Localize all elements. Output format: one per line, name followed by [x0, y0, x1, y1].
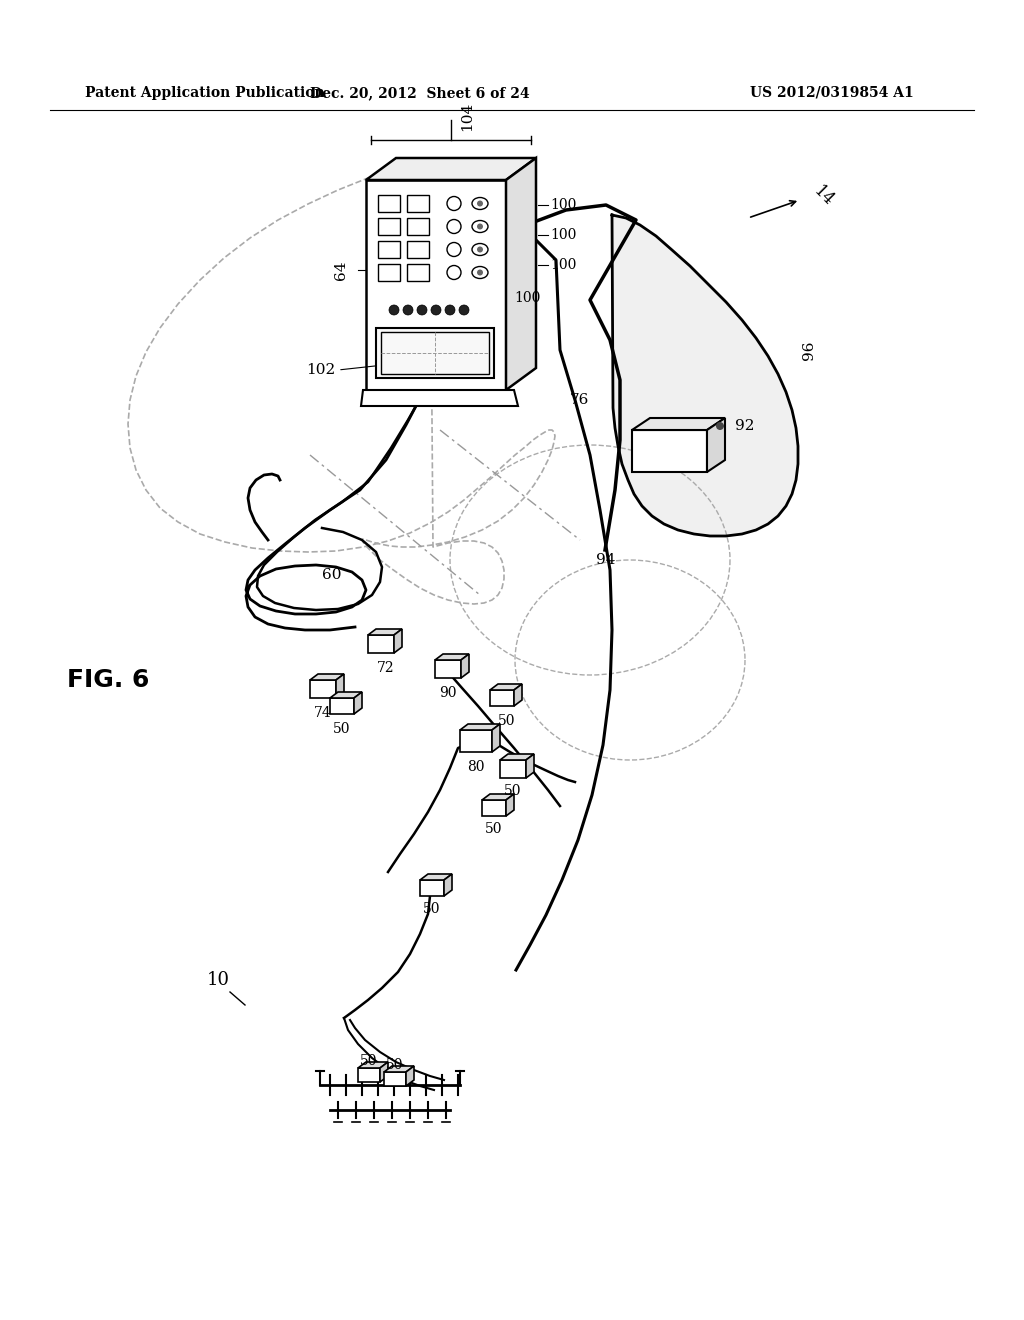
Text: 50: 50: [333, 722, 351, 737]
Text: 50: 50: [504, 784, 522, 799]
Text: 50: 50: [499, 714, 516, 729]
Text: US 2012/0319854 A1: US 2012/0319854 A1: [750, 86, 913, 100]
Polygon shape: [358, 1063, 388, 1068]
Circle shape: [445, 305, 455, 315]
Polygon shape: [514, 684, 522, 706]
Text: 104: 104: [460, 102, 474, 131]
Polygon shape: [707, 418, 725, 473]
Polygon shape: [500, 760, 526, 777]
Polygon shape: [492, 723, 500, 752]
Polygon shape: [394, 630, 402, 653]
Circle shape: [459, 305, 469, 315]
Text: 90: 90: [439, 686, 457, 700]
Text: 50: 50: [423, 902, 440, 916]
Polygon shape: [366, 158, 536, 180]
Text: 100: 100: [550, 198, 577, 213]
Text: 96: 96: [802, 341, 816, 360]
Circle shape: [417, 305, 427, 315]
Polygon shape: [354, 692, 362, 714]
Polygon shape: [500, 754, 534, 760]
Text: 14: 14: [810, 182, 837, 210]
Polygon shape: [490, 684, 522, 690]
Polygon shape: [330, 692, 362, 698]
Polygon shape: [420, 880, 444, 896]
Polygon shape: [506, 795, 514, 816]
Polygon shape: [632, 430, 707, 473]
Text: 50: 50: [360, 1053, 378, 1068]
Text: 64: 64: [334, 260, 348, 280]
Text: 50: 50: [485, 822, 503, 836]
Text: FIG. 6: FIG. 6: [67, 668, 150, 692]
Text: 100: 100: [550, 257, 577, 272]
Polygon shape: [384, 1072, 406, 1086]
Polygon shape: [482, 795, 514, 800]
Circle shape: [431, 305, 441, 315]
Polygon shape: [376, 327, 494, 378]
Text: 100: 100: [514, 290, 541, 305]
Text: Patent Application Publication: Patent Application Publication: [85, 86, 325, 100]
Polygon shape: [632, 418, 725, 430]
Text: 102: 102: [306, 363, 335, 378]
Polygon shape: [526, 754, 534, 777]
Polygon shape: [380, 1063, 388, 1082]
Text: 60: 60: [322, 568, 341, 582]
Polygon shape: [361, 389, 518, 407]
Polygon shape: [406, 1067, 414, 1086]
Polygon shape: [358, 1068, 380, 1082]
Circle shape: [477, 201, 483, 206]
Circle shape: [716, 422, 724, 430]
Polygon shape: [435, 660, 461, 678]
Polygon shape: [506, 158, 536, 389]
Polygon shape: [482, 800, 506, 816]
Polygon shape: [612, 215, 798, 536]
Polygon shape: [366, 180, 506, 389]
Polygon shape: [336, 675, 344, 698]
Text: 10: 10: [207, 972, 229, 989]
Polygon shape: [460, 723, 500, 730]
Polygon shape: [490, 690, 514, 706]
Polygon shape: [461, 653, 469, 678]
Circle shape: [477, 247, 483, 252]
Circle shape: [477, 269, 483, 276]
Polygon shape: [368, 635, 394, 653]
Text: 50: 50: [386, 1059, 403, 1072]
Polygon shape: [384, 1067, 414, 1072]
Text: 100: 100: [550, 228, 577, 242]
Text: 72: 72: [377, 661, 395, 675]
Polygon shape: [420, 874, 452, 880]
Polygon shape: [444, 874, 452, 896]
Polygon shape: [310, 675, 344, 680]
Polygon shape: [368, 630, 402, 635]
Text: 80: 80: [467, 760, 484, 774]
Polygon shape: [310, 680, 336, 698]
Polygon shape: [330, 698, 354, 714]
Text: 94: 94: [596, 553, 615, 568]
Text: 74: 74: [314, 706, 332, 719]
Circle shape: [389, 305, 399, 315]
Text: 92: 92: [735, 418, 755, 433]
Polygon shape: [435, 653, 469, 660]
Text: 76: 76: [570, 393, 590, 407]
Circle shape: [403, 305, 413, 315]
Circle shape: [477, 223, 483, 230]
Polygon shape: [460, 730, 492, 752]
Text: Dec. 20, 2012  Sheet 6 of 24: Dec. 20, 2012 Sheet 6 of 24: [310, 86, 529, 100]
